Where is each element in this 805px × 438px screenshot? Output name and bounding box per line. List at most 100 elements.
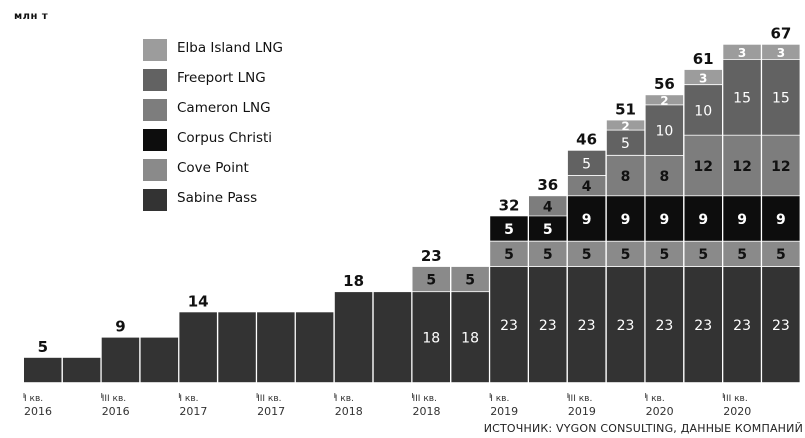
- bar-segment-cameron: [606, 155, 645, 196]
- bar-segment-cove: [645, 241, 684, 266]
- bar-segment-corpus: [606, 196, 645, 241]
- x-tick-label: III кв.: [568, 394, 592, 404]
- segment-label-cameron: 4: [543, 199, 553, 215]
- bar-segment-sabine: [723, 266, 761, 383]
- bar-segment-sabine: [451, 292, 489, 383]
- x-tick-label: 2017: [257, 405, 285, 418]
- legend-label: Cameron LNG: [177, 100, 271, 116]
- bar-segment-cameron: [529, 196, 567, 216]
- x-tick-label: I кв.: [179, 394, 198, 404]
- total-label: 9: [115, 318, 125, 336]
- segment-label-elba: 2: [621, 120, 629, 134]
- bar-segment-sabine: [684, 266, 722, 383]
- x-tick-label: 2020: [723, 405, 751, 418]
- bar-segment-cove: [529, 241, 567, 266]
- bar-segment-cameron: [567, 176, 606, 196]
- segment-label-cove: 5: [582, 247, 592, 263]
- x-tick-label: I кв.: [646, 394, 665, 404]
- bar-segment-sabine: [62, 357, 101, 383]
- bar-segment-freeport: [684, 85, 722, 135]
- bar-segment-freeport: [606, 130, 645, 155]
- legend-label: Sabine Pass: [177, 190, 258, 206]
- bars-layer: [24, 44, 800, 383]
- x-tick-label: 2018: [335, 405, 363, 418]
- total-label: 46: [576, 131, 597, 149]
- segment-label-sabine: 23: [655, 318, 673, 334]
- segment-label-cameron: 12: [732, 159, 751, 175]
- segment-label-cove: 5: [543, 247, 553, 263]
- segment-label-corpus: 9: [582, 212, 592, 228]
- bar-segment-sabine: [24, 357, 62, 383]
- legend-label: Freeport LNG: [177, 70, 266, 86]
- segment-label-corpus: 9: [660, 212, 670, 228]
- segment-label-cameron: 12: [693, 159, 712, 175]
- segment-label-cove: 5: [504, 247, 514, 263]
- bar-segment-elba: [684, 69, 722, 85]
- segment-label-corpus: 5: [543, 222, 553, 238]
- segment-label-freeport: 5: [582, 156, 591, 172]
- bar-segment-sabine: [179, 312, 217, 383]
- bar-segment-corpus: [490, 216, 528, 241]
- segment-label-sabine: 23: [578, 318, 596, 334]
- segment-label-corpus: 9: [776, 212, 786, 228]
- segment-label-elba: 3: [699, 72, 707, 86]
- bar-segment-sabine: [257, 312, 295, 383]
- legend-label: Cove Point: [177, 160, 249, 176]
- x-tick-label: 2020: [646, 405, 674, 418]
- bar-segment-corpus: [762, 196, 800, 241]
- bar-segment-sabine: [101, 337, 140, 383]
- x-tick-label: III кв.: [413, 394, 437, 404]
- segment-label-freeport: 15: [733, 91, 751, 107]
- segment-label-freeport: 5: [621, 136, 630, 152]
- total-label: 23: [421, 247, 442, 265]
- segment-label-cove: 5: [660, 247, 670, 263]
- bar-segment-cove: [723, 241, 761, 266]
- bar-segment-sabine: [567, 266, 606, 383]
- x-tick-label: III кв.: [723, 394, 747, 404]
- bar-segment-freeport: [762, 59, 800, 135]
- segment-label-cove: 5: [737, 247, 747, 263]
- bar-segment-cove: [490, 241, 528, 266]
- bar-segment-cameron: [645, 155, 684, 196]
- bar-segment-sabine: [218, 312, 256, 383]
- bar-segment-cameron: [684, 135, 722, 196]
- bar-segment-corpus: [645, 196, 684, 241]
- x-tick-label: 2019: [568, 405, 596, 418]
- segment-label-cove: 5: [465, 273, 475, 289]
- bar-segment-cove: [567, 241, 606, 266]
- segment-label-cameron: 12: [771, 159, 790, 175]
- bar-segment-elba: [645, 95, 684, 105]
- segment-label-corpus: 9: [737, 212, 747, 228]
- segment-label-cove: 5: [426, 273, 436, 289]
- x-tick-label: 2019: [490, 405, 518, 418]
- bar-segment-sabine: [295, 312, 334, 383]
- bar-segment-sabine: [140, 337, 179, 383]
- segment-label-sabine: 18: [461, 331, 479, 347]
- source-note: ИСТОЧНИК: VYGON CONSULTING, ДАННЫЕ КОМПА…: [483, 422, 803, 435]
- segment-label-freeport: 10: [655, 124, 673, 140]
- bar-segment-elba: [723, 44, 761, 59]
- x-tick-label: 2017: [179, 405, 207, 418]
- x-tick-label: 2018: [413, 405, 441, 418]
- total-label: 36: [537, 176, 558, 194]
- legend-swatch: [143, 39, 167, 61]
- bar-segment-cove: [412, 266, 450, 292]
- segment-label-sabine: 23: [539, 318, 557, 334]
- legend-swatch: [143, 69, 167, 91]
- total-label: 61: [693, 50, 714, 68]
- bar-segment-sabine: [334, 292, 373, 383]
- segment-label-freeport: 15: [772, 91, 790, 107]
- total-label: 56: [654, 75, 675, 93]
- segment-labels-layer: 18 5 18 5 23 5 5 23 5 5 4 23 5 9 4 5 23 5 9 8 5 2 23 5 9 8 10 2 23 5 9…: [422, 46, 790, 346]
- bar-segment-cove: [606, 241, 645, 266]
- segment-label-elba: 2: [660, 94, 668, 108]
- segment-label-corpus: 5: [504, 222, 514, 238]
- total-label: 32: [499, 196, 520, 214]
- bar-segment-sabine: [606, 266, 645, 383]
- bar-segment-cameron: [723, 135, 761, 196]
- bar-segment-freeport: [645, 105, 684, 155]
- bar-segment-corpus: [529, 216, 567, 241]
- total-label: 18: [343, 272, 364, 290]
- legend-swatch: [143, 99, 167, 121]
